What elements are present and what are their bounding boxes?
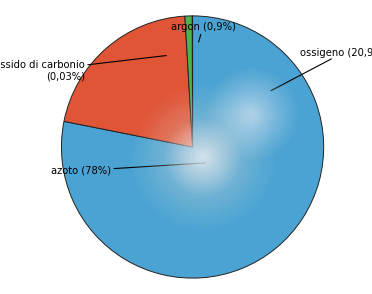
Circle shape bbox=[191, 145, 215, 170]
Circle shape bbox=[201, 155, 205, 160]
Circle shape bbox=[247, 110, 256, 119]
Text: argon (0,9%): argon (0,9%) bbox=[171, 22, 235, 42]
Circle shape bbox=[249, 112, 254, 116]
Circle shape bbox=[186, 140, 220, 175]
Circle shape bbox=[198, 153, 208, 162]
Circle shape bbox=[188, 143, 218, 172]
Wedge shape bbox=[185, 16, 193, 147]
Text: azoto (78%): azoto (78%) bbox=[51, 163, 205, 176]
Circle shape bbox=[243, 105, 261, 123]
Wedge shape bbox=[61, 16, 324, 278]
Circle shape bbox=[245, 107, 259, 121]
Text: ossigeno (20,9%): ossigeno (20,9%) bbox=[271, 48, 372, 91]
Circle shape bbox=[193, 148, 213, 167]
Circle shape bbox=[183, 138, 222, 177]
Circle shape bbox=[240, 103, 263, 126]
Text: diossido di carbonio
(0,03%): diossido di carbonio (0,03%) bbox=[0, 56, 166, 82]
Circle shape bbox=[196, 150, 211, 165]
Wedge shape bbox=[64, 16, 193, 147]
Circle shape bbox=[181, 136, 225, 180]
